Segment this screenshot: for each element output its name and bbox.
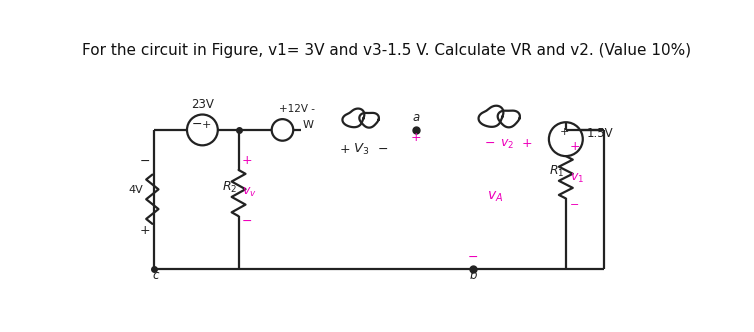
Text: −: − <box>192 119 202 131</box>
Text: −: − <box>468 251 479 264</box>
Text: $v_A$: $v_A$ <box>486 189 503 204</box>
Text: +: + <box>570 140 581 153</box>
Text: +: + <box>139 224 150 237</box>
Text: $V_3$: $V_3$ <box>354 142 369 157</box>
Text: +: + <box>201 121 211 130</box>
Text: −: − <box>570 200 579 210</box>
Text: 4V: 4V <box>128 185 143 195</box>
Text: c: c <box>152 269 159 282</box>
Text: $v_v$: $v_v$ <box>242 186 256 200</box>
Text: +12V -: +12V - <box>279 104 314 114</box>
Text: +: + <box>242 154 253 167</box>
Text: +: + <box>559 126 569 136</box>
Text: $v_2$: $v_2$ <box>500 138 513 151</box>
Text: $v_1$: $v_1$ <box>570 172 584 185</box>
Text: $R_2$: $R_2$ <box>222 180 237 195</box>
Text: −: − <box>378 143 388 156</box>
Text: W: W <box>302 120 314 129</box>
Text: −: − <box>139 155 150 168</box>
Text: 23V: 23V <box>191 98 214 111</box>
Text: For the circuit in Figure, v1= 3V and v3-1.5 V. Calculate VR and v2. (Value 10%): For the circuit in Figure, v1= 3V and v3… <box>82 43 691 58</box>
Text: $R_1$: $R_1$ <box>549 164 564 179</box>
Text: a: a <box>412 111 419 124</box>
Text: +: + <box>339 143 350 156</box>
Text: −: − <box>484 137 495 150</box>
Text: −: − <box>242 215 252 228</box>
Text: b: b <box>470 269 477 282</box>
Text: 1.5V: 1.5V <box>587 127 613 140</box>
Text: +: + <box>521 137 532 150</box>
Text: +: + <box>410 131 421 144</box>
